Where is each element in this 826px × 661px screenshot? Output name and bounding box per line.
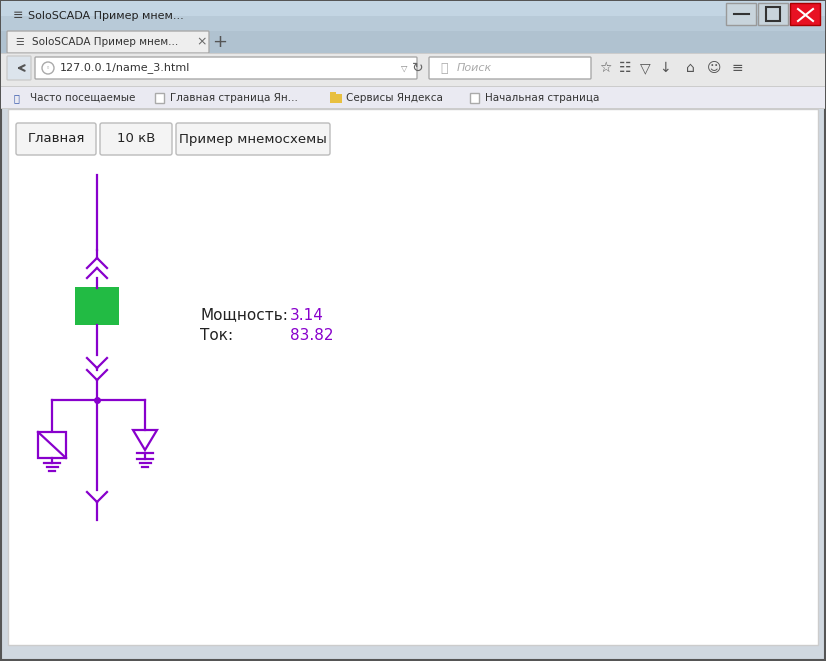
Text: Пример мнемосхемы: Пример мнемосхемы [179, 132, 327, 145]
Bar [790, 3, 820, 25]
Bar [726, 3, 756, 25]
FancyBboxPatch shape [100, 123, 172, 155]
Bar [758, 3, 788, 25]
Bar [766, 7, 780, 21]
Text: Главная страница Ян...: Главная страница Ян... [170, 93, 298, 103]
Text: 127.0.0.1/name_3.html: 127.0.0.1/name_3.html [60, 63, 190, 73]
Text: ☆: ☆ [599, 61, 611, 75]
FancyBboxPatch shape [7, 31, 209, 53]
Text: ×: × [197, 36, 207, 48]
FancyBboxPatch shape [16, 123, 96, 155]
Bar [330, 92, 336, 95]
Bar [155, 93, 164, 103]
Text: 83.82: 83.82 [290, 327, 334, 342]
Text: ☷: ☷ [619, 61, 631, 75]
Bar [1, 1, 825, 16]
Bar [75, 287, 119, 325]
Bar [1, 86, 825, 87]
Bar [470, 93, 479, 103]
Text: ⛓: ⛓ [14, 93, 20, 103]
Bar [1, 1, 825, 31]
Bar [8, 109, 818, 645]
Text: ≡: ≡ [12, 9, 23, 22]
Text: ⌂: ⌂ [686, 61, 695, 75]
Text: ⌕: ⌕ [440, 61, 448, 75]
FancyBboxPatch shape [7, 56, 31, 80]
Text: +: + [212, 33, 227, 51]
Text: 10 кВ: 10 кВ [116, 132, 155, 145]
Text: 3.14: 3.14 [290, 307, 324, 323]
Text: ≡: ≡ [731, 61, 743, 75]
FancyBboxPatch shape [429, 57, 591, 79]
Bar [1, 108, 825, 109]
Text: Ток:: Ток: [200, 327, 233, 342]
Bar [1, 87, 825, 109]
Bar [1, 53, 825, 54]
Text: ▽: ▽ [401, 63, 407, 73]
Bar [330, 94, 342, 103]
Text: ◦: ◦ [46, 65, 50, 71]
Text: Мощность:: Мощность: [200, 307, 288, 323]
Text: Поиск: Поиск [457, 63, 492, 73]
Text: ☺: ☺ [707, 61, 721, 75]
Bar [1, 31, 825, 53]
Text: SoloSCADA Пример мнем...: SoloSCADA Пример мнем... [32, 37, 178, 47]
Text: Сервисы Яндекса: Сервисы Яндекса [346, 93, 443, 103]
Polygon shape [133, 430, 157, 450]
Text: Главная: Главная [27, 132, 85, 145]
Bar [1, 53, 825, 87]
Text: Начальная страница: Начальная страница [485, 93, 600, 103]
Text: ▽: ▽ [639, 61, 650, 75]
Bar [38, 432, 66, 458]
FancyBboxPatch shape [176, 123, 330, 155]
Text: Часто посещаемые: Часто посещаемые [30, 93, 135, 103]
Text: ↓: ↓ [659, 61, 671, 75]
Text: ☰: ☰ [16, 37, 25, 47]
FancyBboxPatch shape [35, 57, 417, 79]
Text: ↻: ↻ [412, 61, 424, 75]
Text: SoloSCADA Пример мнем...: SoloSCADA Пример мнем... [28, 11, 183, 21]
